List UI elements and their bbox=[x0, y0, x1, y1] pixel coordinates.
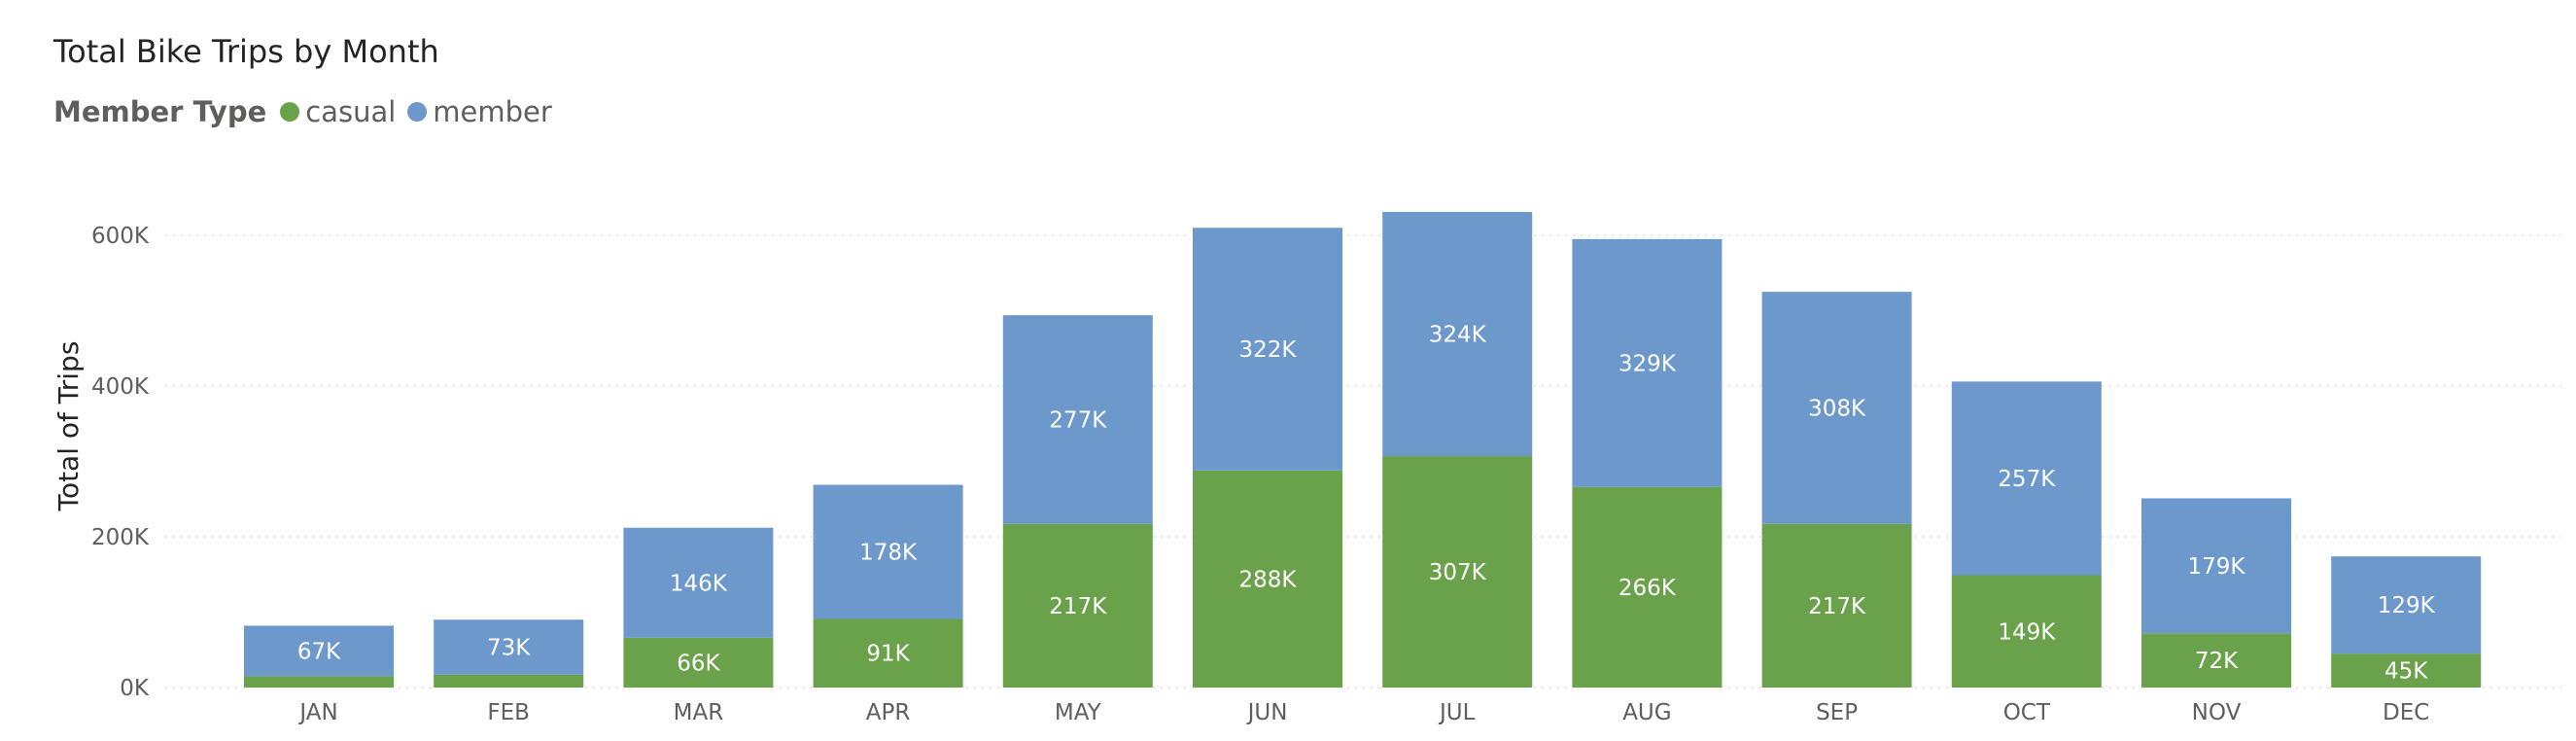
legend: Member Type casual member bbox=[53, 95, 564, 128]
legend-marker-member bbox=[407, 102, 428, 122]
data-label-member-sep: 308K bbox=[1808, 396, 1866, 421]
data-label-casual-mar: 66K bbox=[677, 651, 720, 676]
bar-casual-jul[interactable] bbox=[1382, 456, 1533, 688]
bar-member-aug[interactable] bbox=[1572, 238, 1723, 487]
data-label-member-mar: 146K bbox=[670, 571, 728, 596]
data-label-casual-sep: 217K bbox=[1808, 594, 1866, 619]
x-tick-label: JUN bbox=[1246, 700, 1288, 725]
y-tick-label: 600K bbox=[91, 224, 150, 249]
bar-member-may[interactable] bbox=[1002, 315, 1153, 524]
bar-casual-dec[interactable] bbox=[2331, 653, 2482, 688]
data-label-casual-apr: 91K bbox=[866, 642, 910, 667]
bar-casual-jan[interactable] bbox=[244, 676, 394, 688]
bar-member-dec[interactable] bbox=[2331, 556, 2482, 654]
data-label-casual-dec: 45K bbox=[2385, 659, 2428, 685]
bar-member-oct[interactable] bbox=[1951, 381, 2102, 576]
data-label-member-aug: 329K bbox=[1619, 351, 1677, 376]
bar-member-jun[interactable] bbox=[1193, 228, 1342, 471]
data-label-casual-nov: 72K bbox=[2195, 649, 2239, 674]
x-tick-label: SEP bbox=[1816, 700, 1858, 725]
bar-casual-feb[interactable] bbox=[434, 674, 584, 688]
data-label-member-jun: 322K bbox=[1239, 337, 1298, 363]
bar-member-apr[interactable] bbox=[813, 484, 963, 619]
data-label-member-oct: 257K bbox=[1998, 467, 2056, 492]
bar-casual-may[interactable] bbox=[1002, 523, 1153, 688]
y-tick-label: 200K bbox=[91, 525, 150, 550]
y-axis-title: Total of Trips bbox=[52, 341, 85, 512]
x-tick-label: OCT bbox=[2003, 700, 2051, 725]
bar-casual-nov[interactable] bbox=[2141, 633, 2291, 688]
data-label-casual-may: 217K bbox=[1049, 594, 1107, 619]
y-tick-label: 400K bbox=[91, 374, 150, 400]
x-tick-label: MAY bbox=[1055, 700, 1102, 725]
x-tick-label: JAN bbox=[297, 700, 337, 725]
legend-label-member: member bbox=[433, 95, 552, 128]
bar-casual-jun[interactable] bbox=[1193, 470, 1342, 688]
x-tick-label: MAR bbox=[674, 700, 724, 725]
bar-casual-apr[interactable] bbox=[813, 618, 963, 688]
data-label-casual-jul: 307K bbox=[1429, 560, 1487, 585]
x-tick-label: JUL bbox=[1438, 700, 1476, 725]
legend-marker-casual bbox=[280, 102, 300, 122]
bar-member-sep[interactable] bbox=[1761, 292, 1912, 524]
legend-title: Member Type bbox=[53, 95, 267, 128]
chart-title: Total Bike Trips by Month bbox=[53, 33, 439, 70]
data-label-member-apr: 178K bbox=[859, 541, 918, 566]
y-tick-label: 0K bbox=[120, 676, 150, 701]
x-tick-label: APR bbox=[866, 700, 911, 725]
bar-casual-sep[interactable] bbox=[1761, 523, 1912, 688]
x-tick-label: AUG bbox=[1622, 700, 1671, 725]
labels-layer: 0K 200K 400K 600K 67K JAN 73K FEB 66K 146K MAR 91K 1… bbox=[91, 224, 2436, 725]
bars-layer bbox=[244, 211, 2482, 688]
x-tick-label: FEB bbox=[487, 700, 530, 725]
x-tick-label: DEC bbox=[2383, 700, 2429, 725]
bar-member-jul[interactable] bbox=[1382, 211, 1533, 457]
bar-member-feb[interactable] bbox=[434, 619, 584, 675]
data-label-member-feb: 73K bbox=[487, 636, 531, 661]
data-label-member-jul: 324K bbox=[1429, 323, 1487, 348]
x-tick-label: NOV bbox=[2192, 700, 2242, 725]
legend-label-casual: casual bbox=[305, 95, 397, 128]
data-label-casual-oct: 149K bbox=[1998, 619, 2056, 645]
bar-casual-oct[interactable] bbox=[1951, 575, 2102, 688]
data-label-member-nov: 179K bbox=[2188, 554, 2246, 580]
bar-casual-aug[interactable] bbox=[1572, 486, 1723, 688]
grid-layer bbox=[165, 234, 2561, 688]
data-label-member-jan: 67K bbox=[297, 639, 341, 664]
bar-member-nov[interactable] bbox=[2141, 498, 2291, 634]
legend-item-member[interactable]: member bbox=[407, 95, 552, 128]
data-label-casual-jun: 288K bbox=[1239, 567, 1298, 592]
data-label-member-dec: 129K bbox=[2378, 593, 2436, 618]
bar-member-jan[interactable] bbox=[244, 625, 394, 677]
bar-member-mar[interactable] bbox=[623, 527, 774, 638]
bar-casual-mar[interactable] bbox=[623, 637, 774, 688]
data-label-member-may: 277K bbox=[1049, 407, 1107, 433]
data-label-casual-aug: 266K bbox=[1619, 576, 1677, 601]
legend-item-casual[interactable]: casual bbox=[280, 95, 396, 128]
